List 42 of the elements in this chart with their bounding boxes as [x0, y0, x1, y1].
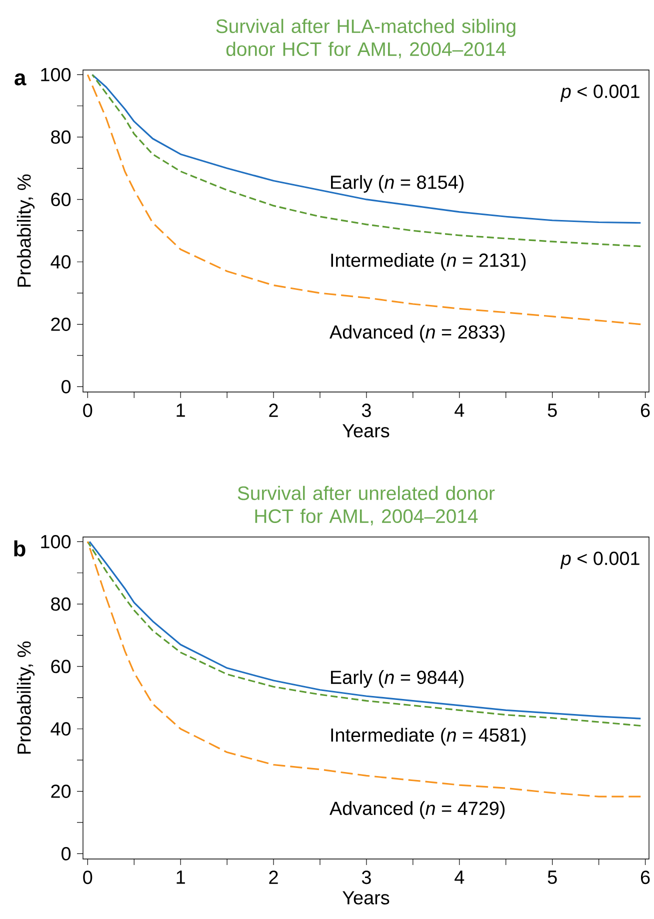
- y-tick-label: 60: [51, 660, 71, 674]
- x-tick-label: 1: [176, 404, 185, 417]
- y-tick-label: 40: [50, 722, 71, 736]
- series-label: Early (n = 8154): [331, 175, 464, 193]
- x-tick-label: 1: [176, 870, 185, 884]
- x-tick-label: 0: [83, 404, 92, 418]
- text: a: [14, 73, 26, 86]
- annotation: p < 0.001: [560, 552, 640, 569]
- y-tick-label: 20: [51, 318, 71, 331]
- series-label: Advanced (n = 2833): [330, 324, 505, 342]
- series-label: Intermediate (n = 2131): [331, 253, 526, 271]
- y-tick-label: 100: [41, 534, 71, 548]
- x-tick-label: 0: [83, 870, 92, 884]
- x-tick-label: 5: [548, 404, 557, 417]
- x-tick-label: 2: [269, 870, 278, 884]
- chart-title: Survival after unrelated donor HCT for AML, 2004–2014: [238, 486, 495, 526]
- x-axis-title: Years: [342, 424, 390, 438]
- text: b: [14, 540, 26, 557]
- y-tick-label: 80: [51, 130, 71, 144]
- x-tick-label: 5: [548, 870, 557, 884]
- chart-title: Survival after HLA-matched sibling donor HCT for AML, 2004–2014: [216, 18, 516, 58]
- y-tick-label: 40: [50, 255, 71, 269]
- series-label: Intermediate (n = 4581): [331, 728, 526, 746]
- x-tick-label: 6: [640, 404, 650, 418]
- x-tick-label: 3: [362, 870, 371, 884]
- y-tick-label: 80: [51, 597, 71, 611]
- x-tick-label: 6: [640, 870, 650, 884]
- y-tick-label: 60: [51, 192, 71, 206]
- x-tick-label: 4: [454, 870, 464, 884]
- x-tick-label: 3: [362, 404, 371, 418]
- annotation: p < 0.001: [560, 84, 640, 102]
- series-label: Advanced (n = 4729): [330, 801, 505, 819]
- x-tick-label: 4: [454, 404, 464, 417]
- y-tick-label: 100: [41, 68, 71, 82]
- x-axis-title: Years: [342, 891, 390, 904]
- x-tick-label: 2: [269, 404, 278, 417]
- y-tick-label: 20: [51, 784, 71, 798]
- y-tick-label: 0: [62, 846, 71, 860]
- y-axis-title: Probability, %: [16, 642, 35, 754]
- y-tick-label: 0: [62, 380, 71, 394]
- series-label: Early (n = 9844): [331, 670, 464, 688]
- y-axis-title: Probability, %: [16, 174, 35, 287]
